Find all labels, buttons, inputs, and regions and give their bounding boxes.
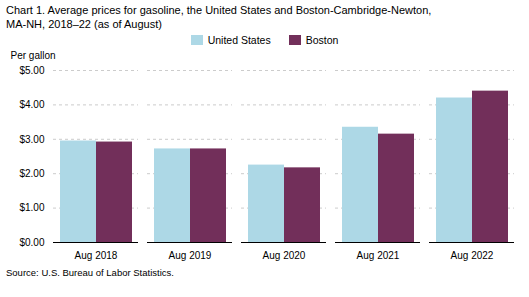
svg-text:Aug 2020: Aug 2020 xyxy=(263,250,306,261)
svg-text:$3.00: $3.00 xyxy=(19,134,44,145)
html-text:United States: United States xyxy=(207,34,271,46)
svg-text:$1.00: $1.00 xyxy=(19,202,44,213)
svg-text:$2.00: $2.00 xyxy=(19,168,44,179)
svg-text:Aug 2022: Aug 2022 xyxy=(451,250,494,261)
svg-text:$5.00: $5.00 xyxy=(19,65,44,76)
svg-text:Aug 2021: Aug 2021 xyxy=(357,250,400,261)
svg-text:$0.00: $0.00 xyxy=(19,237,44,248)
svg-text:Aug 2019: Aug 2019 xyxy=(169,250,212,261)
svg-text:$4.00: $4.00 xyxy=(19,99,44,110)
html-text:Boston: Boston xyxy=(305,34,339,46)
svg-text:Per gallon: Per gallon xyxy=(11,50,56,61)
svg-text:Aug 2018: Aug 2018 xyxy=(75,250,118,261)
html-text:Source: U.S. Bureau of Labor S: Source: U.S. Bureau of Labor Statistics. xyxy=(6,267,174,278)
html-text:Chart 1. Average prices for ga: Chart 1. Average prices for gasoline, th… xyxy=(6,4,432,30)
